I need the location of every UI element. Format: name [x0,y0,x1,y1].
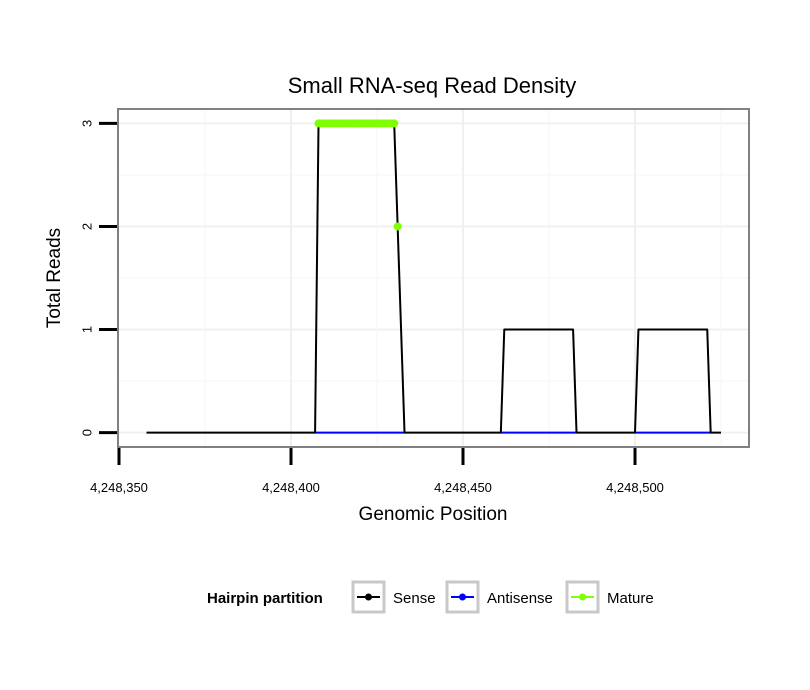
panel-border [117,108,750,448]
legend-item-antisense: Antisense [445,580,553,614]
y-tick-label: 1 [79,326,94,333]
mature-point [393,222,402,231]
x-tick-label: 4,248,400 [262,480,320,495]
y-axis: 0 1 2 3 [79,120,117,436]
y-axis-title: Total Reads [44,228,65,328]
mature-point [390,119,399,128]
x-tick-label: 4,248,350 [90,480,148,495]
x-tick-label: 4,248,450 [434,480,492,495]
grid [118,109,749,447]
chart-title: Small RNA-seq Read Density [288,73,577,98]
x-tick-label: 4,248,500 [606,480,664,495]
legend-item-mature: Mature [565,580,654,614]
legend-label: Mature [607,590,654,607]
series-layer [146,119,721,434]
legend-key-point [365,593,372,601]
legend-key-point [459,593,466,601]
x-axis: 4,248,350 4,248,400 4,248,450 4,248,500 [90,448,664,495]
x-axis-title: Genomic Position [359,504,508,525]
legend: Sense Antisense Mature [351,580,654,614]
legend-label: Sense [393,590,436,607]
legend-title: Hairpin partition [207,590,323,607]
y-tick-label: 0 [79,429,94,436]
y-tick-label: 3 [79,120,94,127]
y-tick-label: 2 [79,223,94,230]
legend-key-point [579,593,586,601]
legend-item-sense: Sense [351,580,436,614]
legend-label: Antisense [487,590,553,607]
